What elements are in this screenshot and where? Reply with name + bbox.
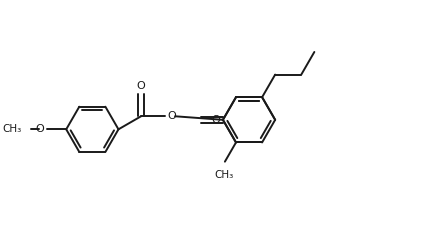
Text: O: O <box>167 111 176 121</box>
Text: CH₃: CH₃ <box>214 170 234 180</box>
Text: O: O <box>36 124 44 134</box>
Text: O: O <box>137 81 146 90</box>
Text: O: O <box>211 115 220 125</box>
Text: CH₃: CH₃ <box>2 124 21 134</box>
